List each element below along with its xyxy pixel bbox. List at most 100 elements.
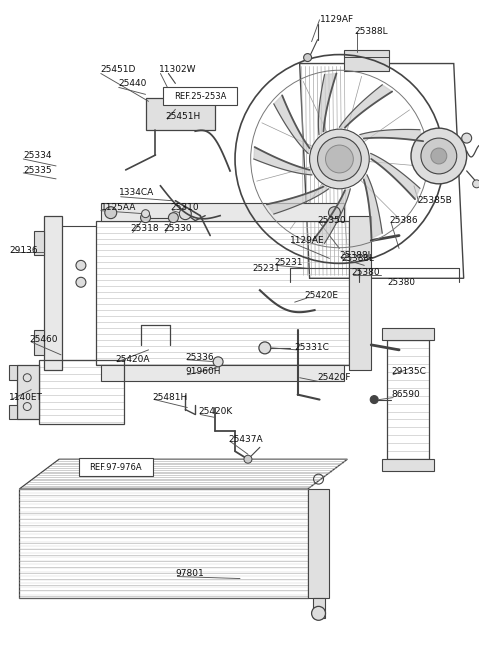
Bar xyxy=(34,231,44,255)
Bar xyxy=(344,50,389,71)
Circle shape xyxy=(168,213,179,223)
Text: 1125AA: 1125AA xyxy=(101,203,136,212)
Bar xyxy=(168,88,192,98)
Circle shape xyxy=(312,607,325,620)
Text: 25481H: 25481H xyxy=(153,393,188,402)
Bar xyxy=(44,215,62,370)
Circle shape xyxy=(421,138,457,174)
Polygon shape xyxy=(274,96,310,153)
Circle shape xyxy=(325,145,353,173)
Text: 25336: 25336 xyxy=(185,353,214,362)
Bar xyxy=(101,365,344,381)
Bar xyxy=(312,599,324,618)
Text: 25420K: 25420K xyxy=(198,407,232,416)
Bar xyxy=(96,221,349,365)
Text: 97801: 97801 xyxy=(175,569,204,578)
Circle shape xyxy=(304,54,312,62)
Text: 25437A: 25437A xyxy=(228,435,263,444)
Text: REF.97-976A: REF.97-976A xyxy=(89,462,142,472)
FancyBboxPatch shape xyxy=(163,87,237,105)
Circle shape xyxy=(462,133,472,143)
Circle shape xyxy=(76,261,86,271)
Bar xyxy=(145,98,215,130)
Text: 25331C: 25331C xyxy=(295,343,330,352)
Text: REF.25-253A: REF.25-253A xyxy=(174,92,227,101)
Bar xyxy=(382,459,434,471)
Circle shape xyxy=(259,342,271,354)
Circle shape xyxy=(141,213,151,223)
Bar xyxy=(101,203,344,221)
Circle shape xyxy=(180,208,192,219)
Text: 25231: 25231 xyxy=(275,258,303,267)
Circle shape xyxy=(431,148,447,164)
Text: 1334CA: 1334CA xyxy=(119,188,154,197)
Bar xyxy=(39,360,124,424)
Bar xyxy=(387,340,429,459)
Polygon shape xyxy=(339,85,392,128)
Bar xyxy=(349,215,371,370)
Text: 29136: 29136 xyxy=(9,246,38,255)
Text: 25380: 25380 xyxy=(351,268,380,277)
Text: 25386: 25386 xyxy=(389,216,418,225)
Polygon shape xyxy=(313,189,350,243)
Text: 25330: 25330 xyxy=(164,224,192,233)
Bar xyxy=(382,328,434,340)
Polygon shape xyxy=(371,153,420,199)
Text: 25388L: 25388L xyxy=(339,251,373,260)
Polygon shape xyxy=(364,175,382,238)
Text: 25388L: 25388L xyxy=(341,254,374,263)
Circle shape xyxy=(328,207,340,219)
Polygon shape xyxy=(267,187,328,214)
Text: 25385B: 25385B xyxy=(417,196,452,205)
Bar xyxy=(308,489,329,599)
Bar xyxy=(34,330,44,355)
Text: 25460: 25460 xyxy=(29,335,58,345)
Text: 1129AE: 1129AE xyxy=(290,236,324,245)
Circle shape xyxy=(370,396,378,403)
Circle shape xyxy=(142,210,150,217)
Bar xyxy=(387,340,429,459)
Circle shape xyxy=(318,137,361,181)
Circle shape xyxy=(213,357,223,367)
FancyBboxPatch shape xyxy=(79,458,153,476)
Bar xyxy=(19,489,308,599)
Bar xyxy=(19,489,308,599)
Text: 25310: 25310 xyxy=(170,203,199,212)
Bar xyxy=(9,405,17,419)
Text: 1129AF: 1129AF xyxy=(320,15,354,24)
Bar xyxy=(39,360,124,424)
Bar xyxy=(96,221,349,365)
Polygon shape xyxy=(360,130,423,141)
Text: 25420E: 25420E xyxy=(305,291,338,300)
Circle shape xyxy=(76,277,86,288)
Bar xyxy=(39,360,124,424)
Text: 86590: 86590 xyxy=(391,390,420,399)
Bar xyxy=(96,221,349,365)
Text: 25451H: 25451H xyxy=(166,112,201,121)
Text: 25420A: 25420A xyxy=(116,355,150,364)
Bar xyxy=(9,365,17,380)
Text: 91960H: 91960H xyxy=(185,367,221,376)
Circle shape xyxy=(244,455,252,463)
Circle shape xyxy=(310,129,369,189)
Bar xyxy=(387,340,429,459)
Polygon shape xyxy=(318,73,336,135)
Text: 29135C: 29135C xyxy=(391,367,426,376)
Polygon shape xyxy=(254,147,312,175)
Circle shape xyxy=(105,207,117,219)
Circle shape xyxy=(411,128,467,184)
Circle shape xyxy=(473,180,480,188)
Text: 25350: 25350 xyxy=(318,216,346,225)
Text: 25451D: 25451D xyxy=(101,65,136,74)
Text: 25231: 25231 xyxy=(252,264,280,273)
Text: 25334: 25334 xyxy=(23,151,52,160)
Bar xyxy=(19,489,308,599)
Text: 25318: 25318 xyxy=(131,224,159,233)
Text: 25335: 25335 xyxy=(23,166,52,176)
Text: 25440: 25440 xyxy=(119,79,147,88)
Text: 25380: 25380 xyxy=(387,278,415,287)
Bar xyxy=(17,365,39,419)
Text: 11302W: 11302W xyxy=(158,65,196,74)
Text: 25420F: 25420F xyxy=(318,373,351,383)
Text: 25388L: 25388L xyxy=(354,28,388,36)
